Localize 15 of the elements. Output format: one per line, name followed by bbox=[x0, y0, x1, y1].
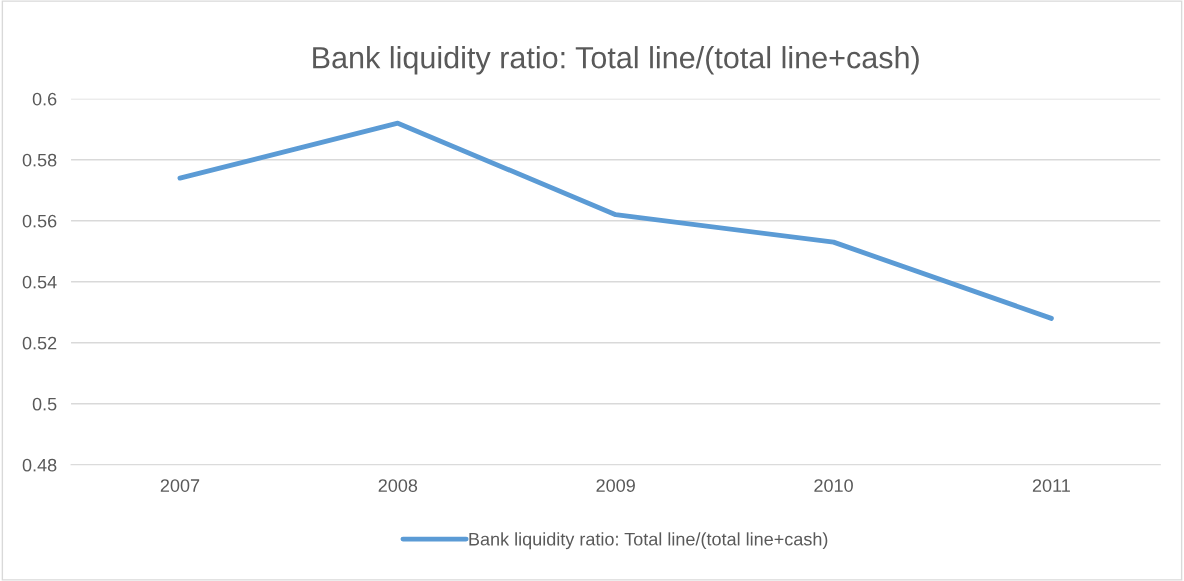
legend-label: Bank liquidity ratio: Total line/(total line+cash) bbox=[469, 532, 828, 550]
y-tick-label: 0.48 bbox=[22, 458, 57, 472]
x-tick-label: 2008 bbox=[378, 479, 418, 492]
x-tick-label: 2011 bbox=[1032, 479, 1070, 492]
x-tick-label: 2010 bbox=[814, 479, 853, 492]
y-tick-label: 0.54 bbox=[22, 275, 57, 289]
y-tick-label: 0.58 bbox=[22, 153, 57, 167]
x-tick-label: 2009 bbox=[596, 479, 635, 492]
y-tick-label: 0.52 bbox=[22, 336, 57, 350]
y-tick-label: 0.56 bbox=[22, 214, 57, 228]
y-tick-label: 0.6 bbox=[32, 92, 57, 106]
chart-title: Bank liquidity ratio: Total line/(total line+cash) bbox=[313, 46, 919, 75]
x-tick-label: 2007 bbox=[160, 479, 200, 492]
line-series bbox=[177, 120, 1054, 321]
y-tick-label: 0.5 bbox=[32, 397, 57, 411]
